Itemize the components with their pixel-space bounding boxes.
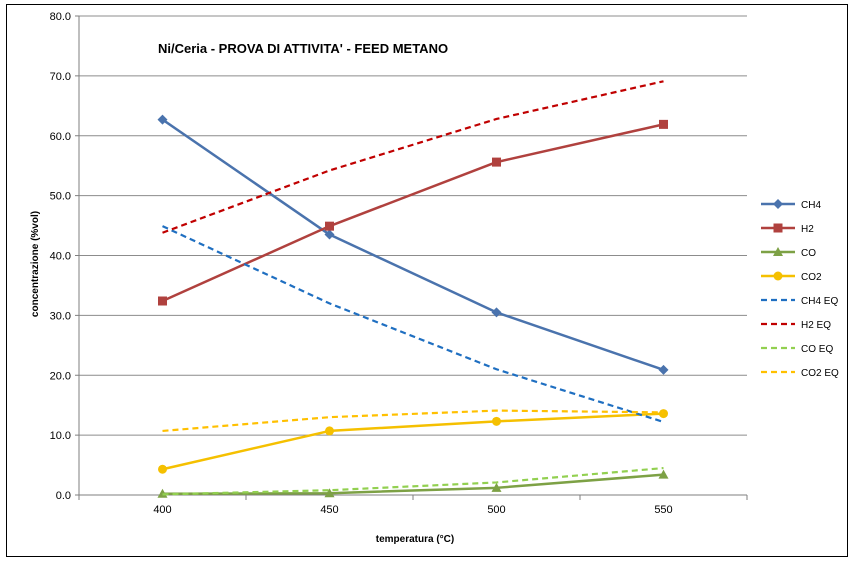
legend-label: CO EQ [801, 344, 833, 355]
series-line-ch4-eq [162, 225, 664, 424]
y-tick-label: 10.0 [50, 430, 71, 442]
y-tick-label: 40.0 [50, 251, 71, 263]
data-point [773, 199, 783, 209]
y-tick-label: 0.0 [56, 490, 71, 502]
line-chart: 0.010.020.030.040.050.060.070.080.0 400 4… [30, 11, 839, 545]
x-tick-label: 500 [487, 504, 505, 516]
y-tick-label: 70.0 [50, 71, 71, 83]
gridlines [79, 15, 747, 436]
legend-label: CH4 EQ [801, 296, 838, 307]
data-point [491, 307, 502, 318]
data-point [492, 416, 501, 426]
legend-item-co-eq: CO EQ [761, 344, 833, 355]
data-point [658, 364, 669, 375]
series-line-co2-eq [162, 409, 664, 433]
axes [75, 15, 748, 500]
data-point [659, 119, 668, 129]
data-point [658, 469, 669, 479]
legend-item-co: CO [761, 247, 816, 259]
data-point [324, 229, 335, 240]
series-line-co [162, 473, 664, 496]
series-line-co2 [162, 412, 664, 471]
data-point [325, 426, 334, 436]
legend-label: CO [801, 248, 816, 259]
legend-label: CH4 [801, 200, 821, 211]
x-axis-title: temperatura (°C) [376, 534, 454, 545]
series-line-h2-eq [162, 80, 664, 234]
data-point [659, 409, 668, 419]
series-ch4-eq [162, 225, 664, 424]
legend-item-co2: CO2 [761, 271, 822, 283]
data-point [491, 482, 502, 492]
x-tick-label: 450 [320, 504, 338, 516]
x-tick-label: 400 [153, 504, 171, 516]
data-point [157, 114, 168, 125]
legend-label: CO2 [801, 272, 822, 283]
legend-item-co2-eq: CO2 EQ [761, 368, 839, 379]
data-point [773, 247, 783, 256]
series-group [157, 80, 669, 498]
legend-label: CO2 EQ [801, 368, 839, 379]
data-point [158, 464, 167, 474]
x-tick-labels: 400 450 500 550 [153, 504, 672, 516]
data-point [325, 221, 334, 231]
chart-title: Ni/Ceria - PROVA DI ATTIVITA' - FEED MET… [158, 41, 448, 56]
chart-frame: 0.0 10.0 20.0 30.0 40.0 50.0 60.0 70.0 80.0 400 4… [6, 4, 848, 557]
legend-item-ch4: CH4 [761, 199, 821, 211]
y-tick-labels: 0.0 10.0 20.0 30.0 40.0 50.0 60.0 70.0 80.0 [50, 11, 71, 502]
y-tick-label: 60.0 [50, 131, 71, 143]
x-tick-label: 550 [654, 504, 672, 516]
legend: CH4 H2 CO CO2 CH4 EQ H2 EQ CO EQ CO2 EQ [761, 199, 839, 379]
data-point [492, 157, 501, 167]
legend-item-h2-eq: H2 EQ [761, 320, 831, 331]
series-line-co-eq [162, 466, 664, 496]
y-axis-title: concentrazione (%vol) [30, 211, 41, 317]
series-co2 [158, 409, 668, 474]
data-point [773, 271, 783, 281]
series-ch4 [157, 114, 669, 375]
y-tick-label: 80.0 [50, 11, 71, 23]
data-point [773, 223, 783, 233]
legend-label: H2 EQ [801, 320, 831, 331]
series-line-ch4 [161, 118, 664, 372]
legend-item-ch4-eq: CH4 EQ [761, 296, 838, 307]
data-point [324, 488, 335, 498]
y-tick-label: 30.0 [50, 310, 71, 322]
series-h2-eq [162, 80, 664, 234]
series-co [157, 469, 669, 498]
legend-item-h2: H2 [761, 223, 814, 235]
series-h2 [158, 119, 668, 306]
y-tick-label: 50.0 [50, 191, 71, 203]
series-co-eq [162, 466, 664, 496]
y-tick-label: 20.0 [50, 370, 71, 382]
series-co2-eq [162, 409, 664, 433]
legend-label: H2 [801, 224, 814, 235]
data-point [158, 296, 167, 306]
